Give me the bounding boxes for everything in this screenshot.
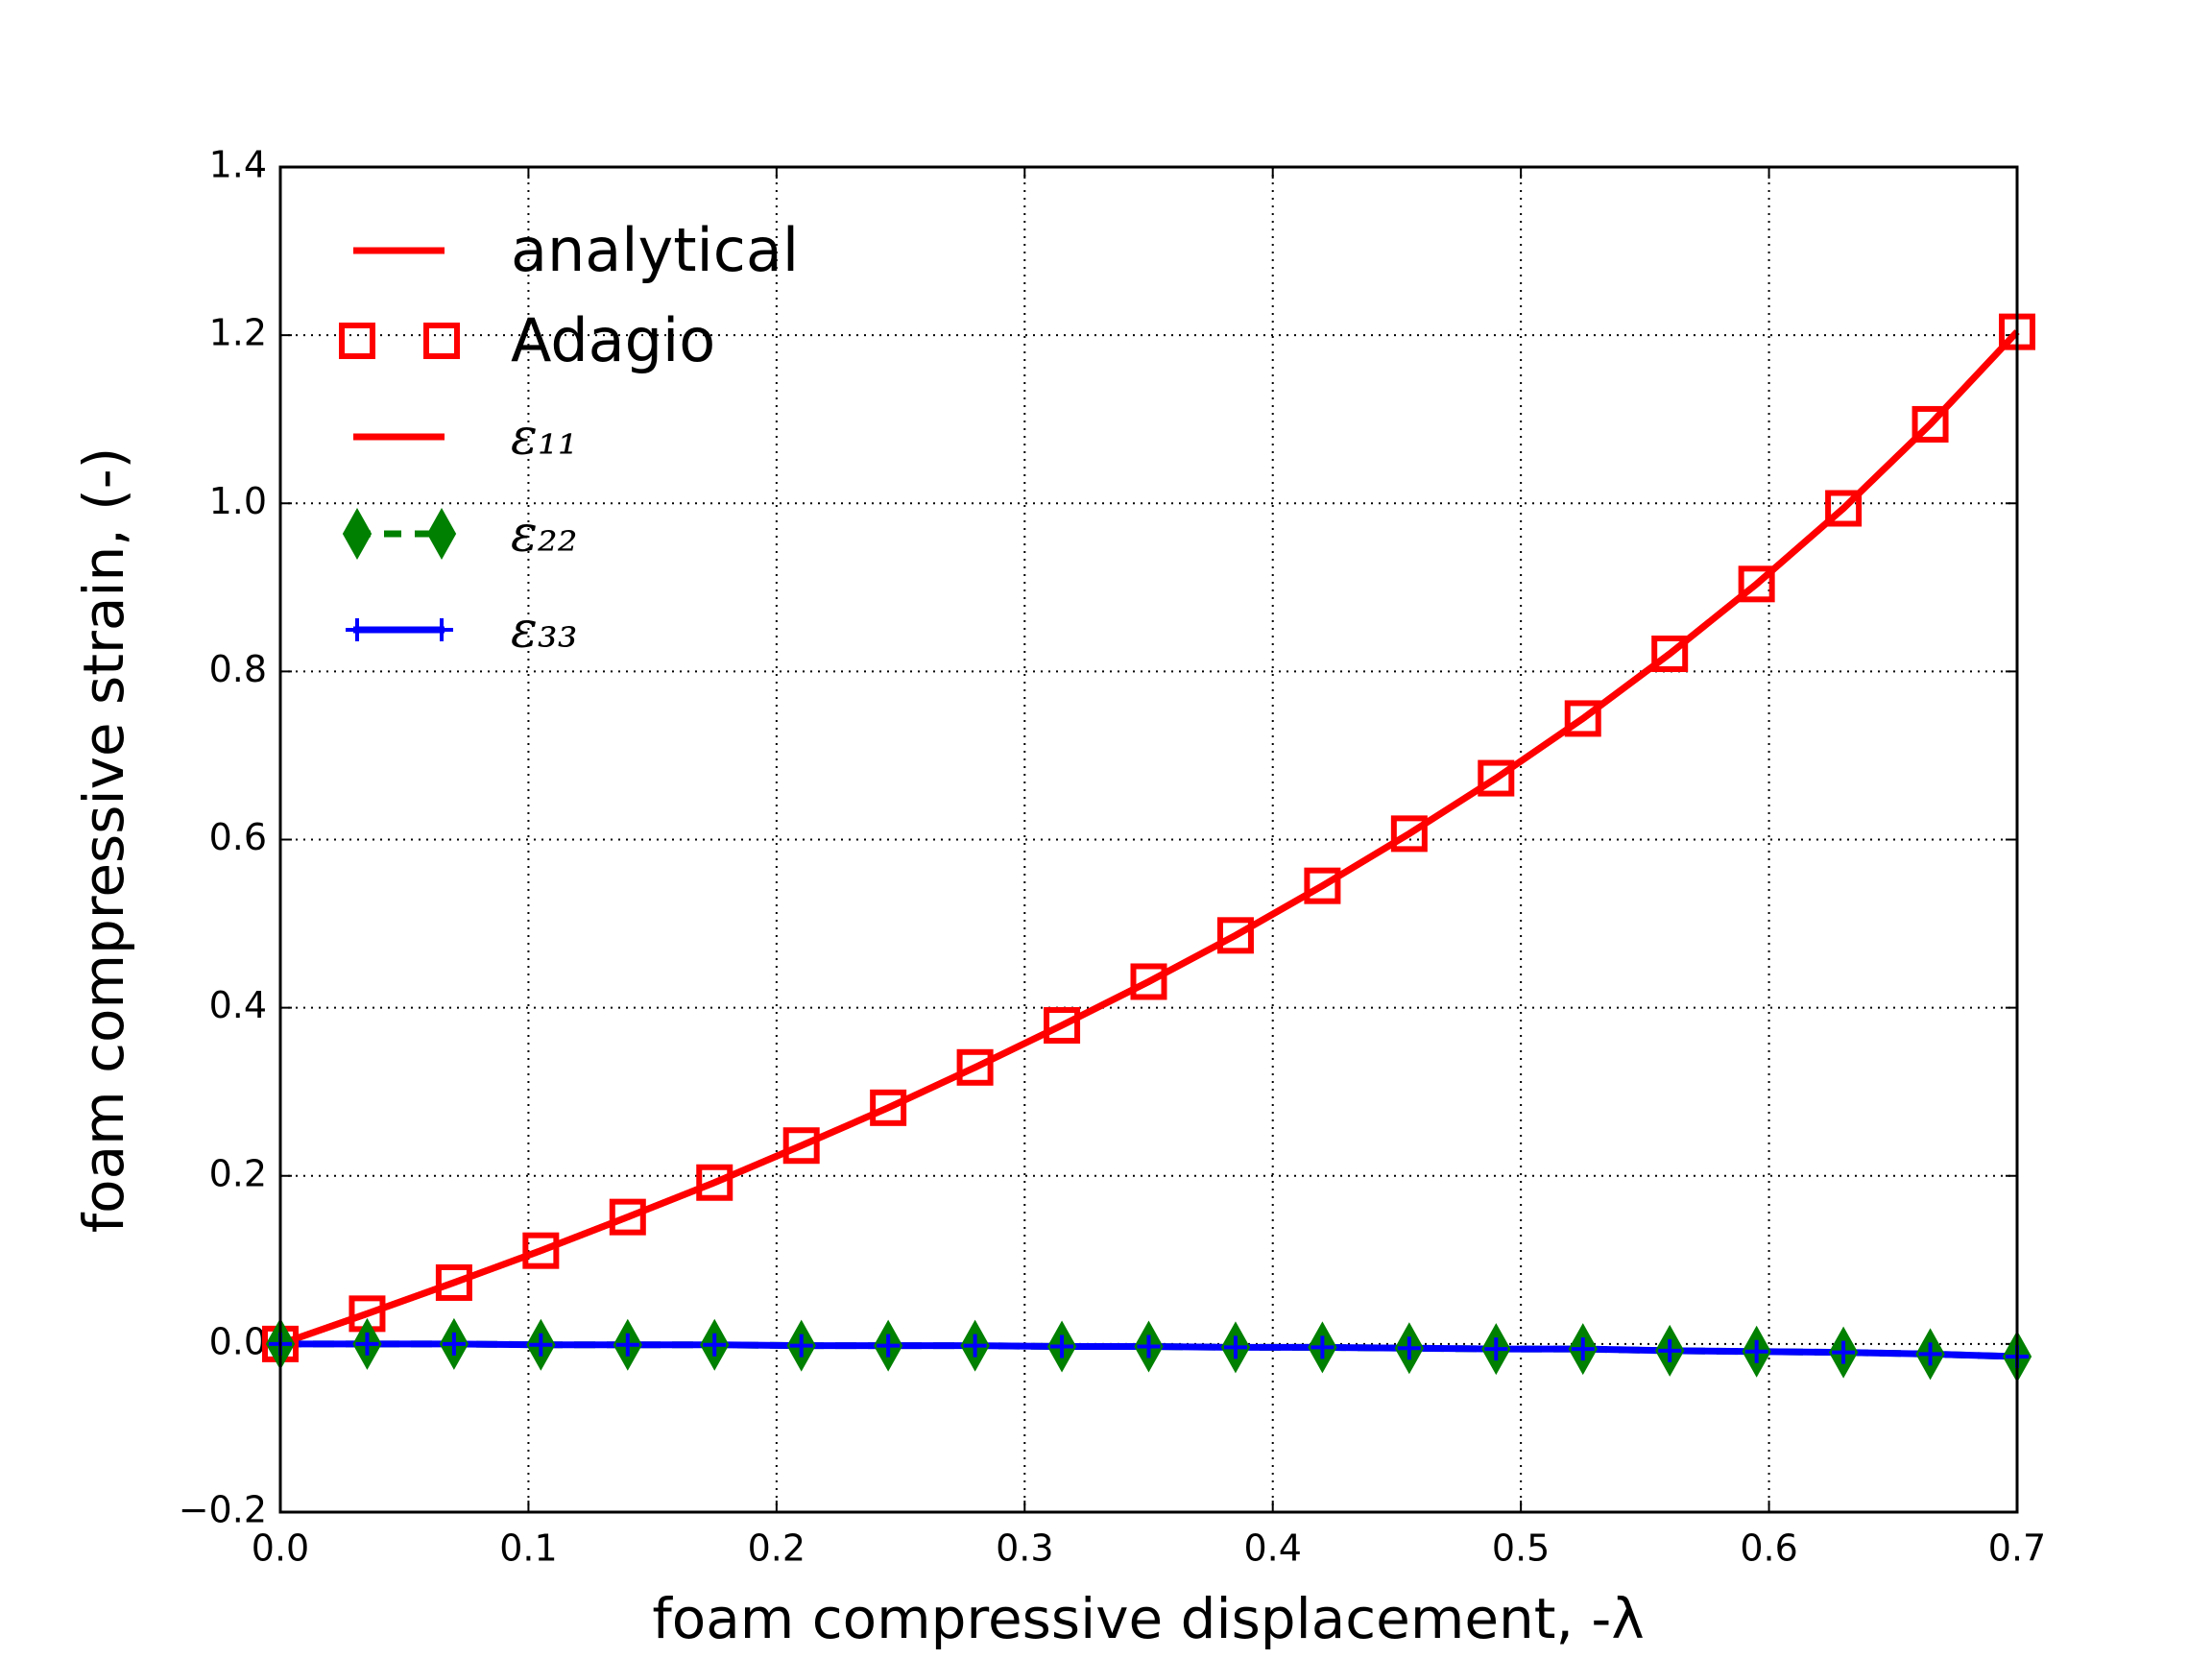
y-tick-label: 1.2 — [209, 312, 267, 354]
marker — [1397, 1336, 1421, 1360]
series-line — [278, 329, 2020, 1348]
marker — [442, 1332, 466, 1356]
x-axis-label: foam compressive displacement, -λ — [652, 1586, 1644, 1651]
marker — [782, 1127, 820, 1165]
marker — [789, 1334, 813, 1358]
marker — [355, 1332, 379, 1356]
marker — [430, 618, 453, 641]
marker — [1216, 917, 1254, 954]
marker — [703, 1333, 727, 1357]
marker — [870, 1089, 907, 1126]
marker — [342, 507, 373, 561]
legend-label: analytical — [511, 215, 799, 285]
legend-label: ε₂₂ — [511, 506, 578, 564]
marker — [339, 323, 375, 359]
marker — [1044, 1007, 1081, 1045]
x-tick-label: 0.6 — [1740, 1527, 1797, 1570]
y-tick-label: 0.0 — [209, 1320, 267, 1362]
y-axis-label: foam compressive strain, (-) — [71, 447, 136, 1234]
marker — [426, 507, 457, 561]
x-tick-label: 0.0 — [252, 1527, 309, 1570]
marker — [1911, 405, 1949, 443]
marker — [1832, 1340, 1856, 1364]
marker — [1738, 565, 1775, 603]
marker — [1651, 635, 1689, 672]
x-tick-label: 0.4 — [1243, 1527, 1301, 1570]
y-tick-label: 0.2 — [209, 1152, 267, 1194]
y-tick-label: 0.6 — [209, 816, 267, 858]
y-tick-label: 0.8 — [209, 648, 267, 690]
marker — [1304, 867, 1341, 904]
marker — [877, 1334, 901, 1358]
marker — [529, 1333, 553, 1357]
marker — [1223, 1335, 1247, 1359]
y-tick-label: 1.4 — [209, 144, 267, 186]
marker — [522, 1232, 560, 1269]
marker — [956, 1048, 994, 1086]
plot-frame — [278, 165, 2019, 1514]
x-tick-label: 0.7 — [1988, 1527, 2046, 1570]
marker — [1564, 700, 1601, 737]
legend-label: ε₁₁ — [511, 409, 578, 467]
marker — [1137, 1334, 1161, 1358]
marker — [696, 1164, 733, 1201]
marker — [1825, 490, 1863, 527]
marker — [1478, 759, 1515, 797]
marker — [423, 323, 460, 359]
y-tick-label: 0.4 — [209, 984, 267, 1026]
marker — [963, 1334, 987, 1358]
marker — [1310, 1335, 1334, 1359]
marker — [1484, 1337, 1508, 1361]
marker — [1390, 815, 1428, 853]
x-tick-label: 0.5 — [1492, 1527, 1550, 1570]
marker — [435, 1263, 472, 1301]
marker — [609, 1198, 646, 1236]
marker — [346, 618, 369, 641]
marker — [1918, 1342, 1942, 1366]
series-line — [278, 329, 2020, 1348]
marker — [1050, 1334, 1074, 1358]
marker — [1744, 1339, 1768, 1363]
x-tick-label: 0.1 — [499, 1527, 557, 1570]
x-tick-label: 0.2 — [748, 1527, 805, 1570]
y-tick-label: 1.0 — [209, 480, 267, 522]
marker — [1571, 1337, 1595, 1361]
marker — [1130, 963, 1167, 1000]
marker — [1658, 1338, 1682, 1362]
legend-label: Adagio — [511, 305, 715, 375]
legend-label: ε₃₃ — [511, 602, 578, 660]
y-tick-label: −0.2 — [179, 1489, 267, 1531]
marker — [615, 1333, 639, 1357]
x-tick-label: 0.3 — [996, 1527, 1053, 1570]
